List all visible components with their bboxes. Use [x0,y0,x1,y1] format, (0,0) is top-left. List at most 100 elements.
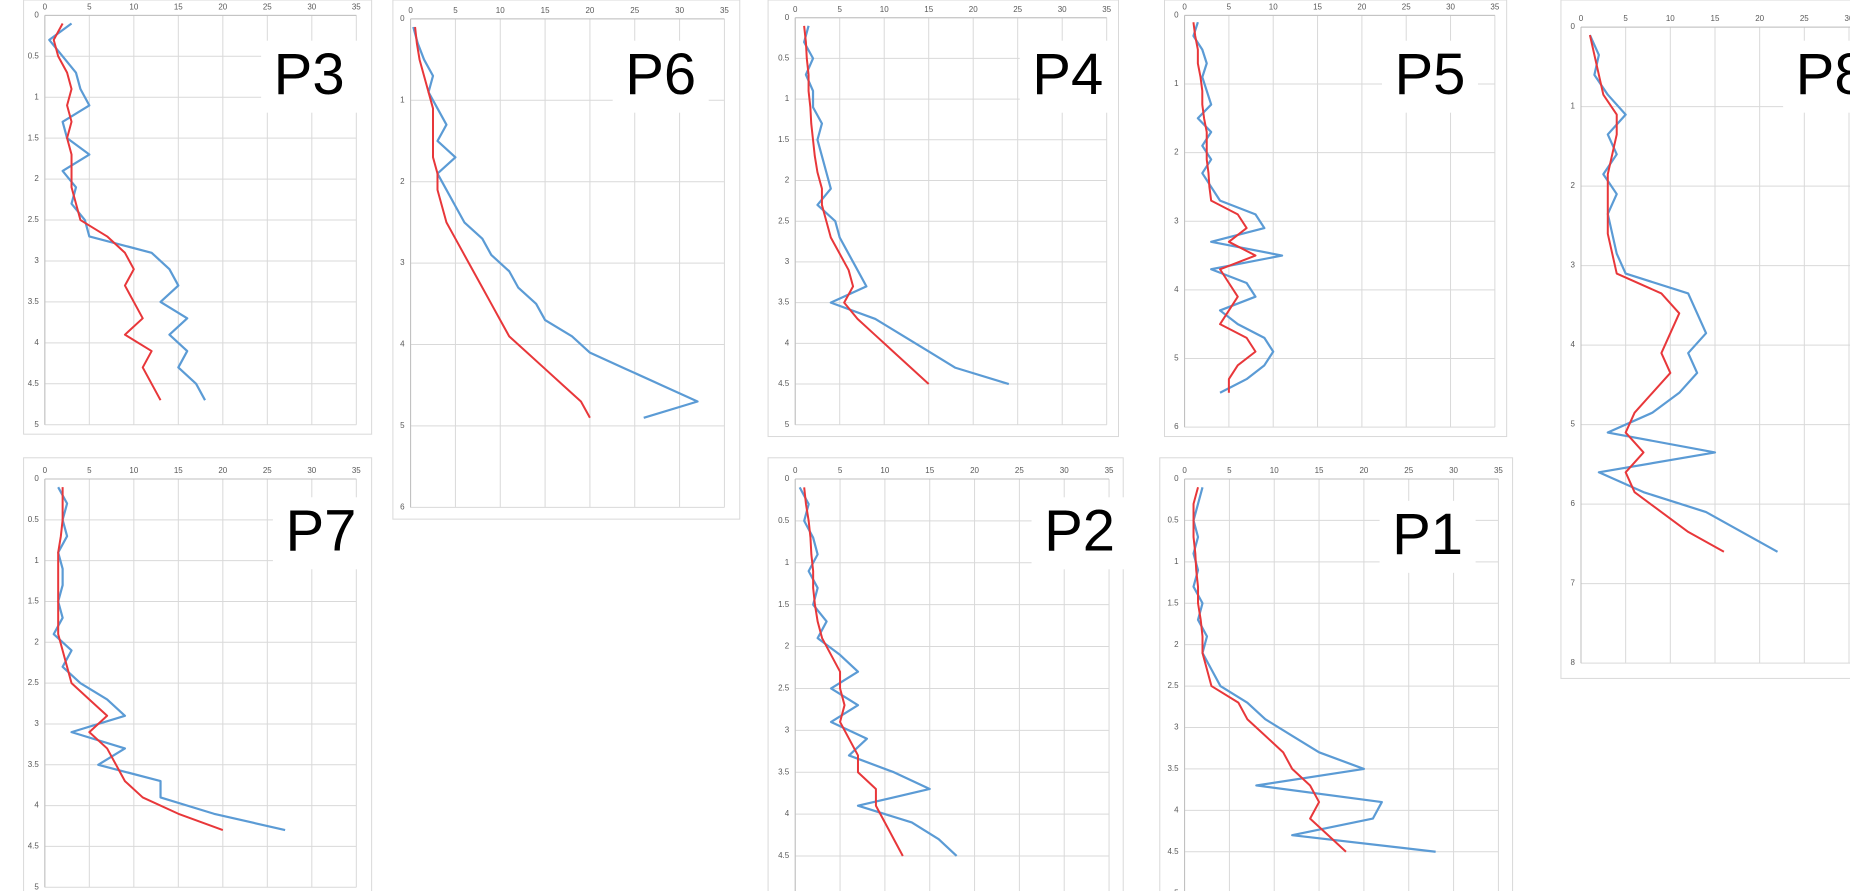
x-tick-label: 15 [925,466,934,475]
x-tick-label: 25 [1013,5,1022,14]
y-tick-label: 0 [1174,474,1179,483]
x-tick-label: 30 [1060,466,1069,475]
y-tick-label: 1 [1174,79,1179,88]
x-tick-label: 35 [352,2,361,11]
y-tick-label: 2 [785,642,790,651]
data-line [1588,34,1725,553]
title-backing [1381,40,1478,113]
chart-title: P5 [1394,42,1465,107]
x-tick-label: 5 [837,5,842,14]
y-tick-label: 1.5 [28,597,40,606]
chart-title: P7 [285,499,356,564]
y-tick-label: 1 [34,92,39,101]
y-tick-label: 2 [1174,640,1179,649]
title-backing [272,497,369,570]
chart-title: P6 [625,42,696,107]
x-tick-label: 0 [43,2,48,11]
y-tick-label: 0.5 [28,515,40,524]
x-tick-label: 25 [630,6,639,15]
x-tick-label: 35 [1494,466,1503,475]
x-tick-label: 15 [174,466,183,475]
x-tick-label: 20 [969,5,978,14]
y-tick-label: 1.5 [778,135,790,144]
x-tick-label: 10 [1269,2,1278,11]
x-tick-label: 30 [1446,2,1455,11]
y-tick-label: 4.5 [28,379,40,388]
x-tick-label: 0 [408,6,413,15]
y-tick-label: 3 [785,257,790,266]
y-tick-label: 4 [34,801,39,810]
x-tick-label: 20 [1755,14,1764,23]
y-tick-label: 4.5 [28,842,40,851]
x-tick-label: 35 [1102,5,1111,14]
y-tick-label: 1 [785,558,790,567]
y-tick-label: 2.5 [28,215,40,224]
x-tick-label: 0 [793,5,798,14]
x-tick-label: 5 [1227,2,1232,11]
x-tick-label: 5 [453,6,458,15]
x-tick-label: 35 [352,466,361,475]
x-tick-label: 5 [1623,14,1628,23]
y-tick-label: 6 [400,502,405,511]
y-tick-label: 3 [785,725,790,734]
y-tick-label: 0.5 [1167,516,1179,525]
x-tick-label: 30 [307,2,316,11]
y-tick-label: 2.5 [1167,681,1179,690]
chart-title: P4 [1032,42,1103,107]
title-backing [1379,500,1476,573]
y-tick-label: 0 [34,10,39,19]
y-tick-label: 3.5 [778,298,790,307]
y-tick-label: 7 [1571,579,1576,588]
x-tick-label: 20 [1359,466,1368,475]
y-tick-label: 3 [1174,216,1179,225]
title-backing [261,40,358,113]
y-tick-label: 5 [34,420,39,429]
y-tick-label: 1 [1174,557,1179,566]
x-tick-label: 15 [1315,466,1324,475]
data-line [1192,21,1284,394]
chart: 0 5 10 15 20 25 30 35 0 0.5 1 1.5 2 2.5 3 3.5 4 4.5 5 P3 [23,0,373,435]
chart-title: P3 [274,42,345,107]
y-tick-label: 1.5 [28,133,40,142]
x-tick-label: 20 [970,466,979,475]
chart-frame [1560,0,1850,679]
x-tick-label: 5 [838,466,843,475]
data-line [414,26,591,419]
y-tick-label: 3 [400,258,405,267]
x-tick-label: 15 [541,6,550,15]
y-tick-label: 4 [34,338,39,347]
y-tick-label: 1.5 [1167,598,1179,607]
y-tick-label: 3 [1571,261,1576,270]
x-tick-label: 15 [1711,14,1720,23]
x-tick-label: 20 [1357,2,1366,11]
x-tick-label: 0 [793,466,798,475]
y-tick-label: 5 [34,882,39,891]
x-tick-label: 15 [174,2,183,11]
x-tick-label: 35 [720,6,729,15]
chart-title: P8 [1796,42,1850,107]
y-tick-label: 1 [400,95,405,104]
x-tick-label: 10 [129,2,138,11]
y-tick-label: 1.5 [778,600,790,609]
data-line [1192,22,1257,393]
y-tick-label: 2 [400,177,405,186]
y-tick-label: 4.5 [1167,847,1179,856]
y-tick-label: 5 [400,421,405,430]
y-tick-label: 2 [1174,148,1179,157]
y-tick-label: 3 [34,256,39,265]
x-tick-label: 20 [218,466,227,475]
x-tick-label: 10 [1666,14,1675,23]
chart: 0 5 10 15 20 25 30 35 0 0.5 1 1.5 2 2.5 3 3.5 4 4.5 5 P4 [767,0,1119,438]
x-tick-label: 0 [1182,466,1187,475]
y-tick-label: 6 [1571,499,1576,508]
x-tick-label: 5 [87,466,92,475]
y-tick-label: 3.5 [28,760,40,769]
y-tick-label: 0 [1571,22,1576,31]
y-tick-label: 5 [1174,888,1179,891]
title-backing [1783,40,1850,113]
y-tick-label: 2 [1571,181,1576,190]
y-tick-label: 2.5 [778,684,790,693]
x-tick-label: 0 [43,466,48,475]
y-tick-label: 4 [1174,805,1179,814]
